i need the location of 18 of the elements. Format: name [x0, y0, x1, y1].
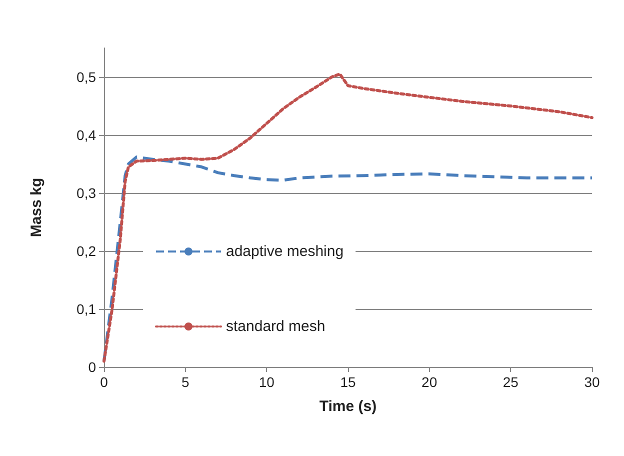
x-tick-label: 15: [340, 374, 356, 390]
y-axis-title: Mass kg: [28, 178, 45, 238]
x-tick-label: 5: [181, 374, 190, 390]
y-tick-label: 0,3: [76, 185, 96, 201]
x-tick-label: 20: [422, 374, 438, 390]
legend-label: standard mesh: [226, 318, 326, 335]
line-series: [102, 72, 594, 363]
y-tick-label: 0,5: [76, 69, 96, 85]
x-tick-label: 30: [584, 374, 600, 390]
x-axis-title: Time (s): [319, 398, 377, 415]
y-tick-label: 0: [88, 359, 96, 375]
x-tick-label: 10: [258, 374, 275, 390]
legend-label: adaptive meshing: [226, 243, 344, 260]
x-tick-label: 25: [502, 374, 519, 390]
x-tick-label: 0: [100, 374, 108, 390]
y-tick-label: 0,4: [76, 127, 96, 143]
y-tick-label: 0,2: [76, 243, 96, 259]
y-tick-label: 0,1: [76, 301, 96, 317]
